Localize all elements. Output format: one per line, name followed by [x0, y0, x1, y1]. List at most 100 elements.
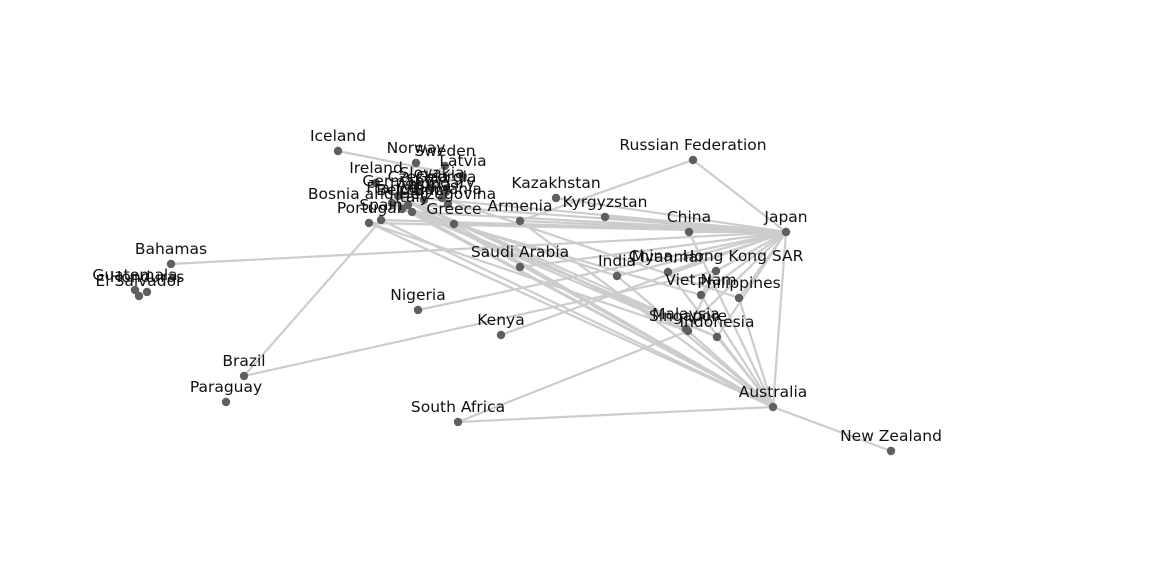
edge-japan-vietnam	[700, 231, 787, 296]
node-paraguay	[221, 397, 231, 407]
node-label-armenia: Armenia	[488, 197, 553, 215]
node-label-hongkong: China, Hong Kong SAR	[629, 247, 804, 265]
node-kyrgyzstan	[600, 212, 610, 222]
node-label-philippines: Philippines	[697, 274, 781, 292]
node-philippines	[734, 293, 744, 303]
node-label-elsalvador: El Salvador	[95, 272, 183, 290]
node-label-malaysia: Malaysia	[652, 305, 720, 323]
node-austria	[419, 195, 429, 205]
node-label-austria: Austria	[397, 176, 452, 194]
edge-kazakhstan-japan	[555, 196, 787, 234]
node-newzealand	[886, 446, 896, 456]
edge-saudi-japan	[519, 230, 787, 269]
edge-iceland-latvia	[337, 149, 464, 178]
node-label-romania: Romania	[414, 180, 482, 198]
node-russia	[688, 155, 698, 165]
node-label-greece: Greece	[426, 200, 481, 218]
node-label-honduras: Honduras	[110, 268, 185, 286]
edge-philippines-hungary	[441, 196, 740, 300]
node-label-nigeria: Nigeria	[390, 286, 445, 304]
edge-australia-armenia	[519, 220, 774, 408]
edge-russia-japan	[692, 159, 787, 233]
node-italy	[407, 207, 417, 217]
edge-japan-armenia	[519, 219, 787, 234]
node-label-latvia: Latvia	[439, 152, 486, 170]
node-iceland	[333, 146, 343, 156]
node-indonesia	[712, 332, 722, 342]
edge-singapore-germany	[397, 195, 689, 332]
node-australia	[768, 402, 778, 412]
node-label-indonesia: Indonesia	[680, 313, 755, 331]
node-label-italy: Italy	[395, 188, 429, 206]
node-label-paraguay: Paraguay	[190, 378, 262, 396]
edge-hongkong-vietnam	[700, 270, 717, 296]
edge-japan-hongkong	[715, 231, 787, 272]
node-czechia	[413, 187, 423, 197]
edge-australia-vietnam	[700, 294, 774, 408]
node-label-germany: Germany	[362, 172, 433, 190]
node-spain	[376, 215, 386, 225]
edges-layer	[170, 149, 892, 453]
node-label-czechia: Czechia	[388, 168, 449, 186]
node-saudi	[515, 262, 525, 272]
node-label-kyrgyzstan: Kyrgyzstan	[563, 193, 648, 211]
node-label-portugal: Portugal	[337, 199, 401, 217]
edge-japan-myanmar	[667, 230, 787, 274]
node-label-ireland: Ireland	[349, 159, 403, 177]
node-label-bosnia: Bosnia and Herzegovina	[308, 185, 496, 203]
node-label-vietnam: Viet Nam	[665, 271, 736, 289]
node-honduras	[142, 287, 152, 297]
edge-australia-portugal	[368, 221, 774, 409]
node-portugal	[364, 218, 374, 228]
node-label-georgia: Georgia	[416, 168, 477, 186]
node-label-sweden: Sweden	[414, 142, 475, 160]
node-kenya	[496, 330, 506, 340]
node-brazil	[239, 371, 249, 381]
node-elsalvador	[134, 291, 144, 301]
edge-australia-newzealand	[772, 405, 892, 453]
edge-japan-malaysia	[685, 231, 787, 330]
node-sweden	[440, 161, 450, 171]
edge-australia-japan	[771, 231, 788, 408]
node-vietnam	[696, 290, 706, 300]
node-ireland	[371, 178, 381, 188]
node-singapore	[683, 326, 693, 336]
node-hungary	[437, 193, 447, 203]
node-label-india: India	[598, 252, 636, 270]
node-label-iceland: Iceland	[310, 127, 366, 145]
node-hongkong	[711, 266, 721, 276]
node-slovakia	[427, 183, 437, 193]
node-china	[684, 227, 694, 237]
node-france	[387, 198, 397, 208]
edge-ireland-germany	[375, 182, 399, 197]
node-label-france: France	[366, 179, 418, 197]
node-label-kazakhstan: Kazakhstan	[511, 174, 600, 192]
node-romania	[443, 199, 453, 209]
node-kazakhstan	[551, 193, 561, 203]
node-india	[612, 271, 622, 281]
node-greece	[449, 219, 459, 229]
node-label-japan: Japan	[763, 208, 807, 226]
node-norway	[411, 158, 421, 168]
edge-australia-myanmar	[667, 271, 774, 408]
edge-norway-germany	[397, 162, 417, 197]
node-label-norway: Norway	[387, 139, 446, 157]
edge-southafrica-australia	[457, 405, 774, 424]
node-myanmar	[663, 267, 673, 277]
edge-brazil-spain	[243, 219, 382, 377]
edge-japan-germany	[397, 194, 787, 234]
node-germany	[393, 191, 403, 201]
node-belgium	[403, 200, 413, 210]
edge-brazil-hongkong	[243, 269, 717, 378]
labels-layer: IcelandNorwaySwedenLatviaIrelandGermanyC…	[92, 127, 942, 445]
node-japan	[781, 227, 791, 237]
node-guatemala	[130, 285, 140, 295]
edge-singapore-portugal	[368, 221, 689, 333]
node-label-hungary: Hungary	[409, 174, 475, 192]
edge-japan-france	[391, 201, 787, 234]
edge-southafrica-singapore	[457, 329, 689, 424]
node-label-saudi: Saudi Arabia	[471, 243, 569, 261]
node-bosnia	[397, 204, 407, 214]
edge-australia-greece	[453, 223, 774, 408]
